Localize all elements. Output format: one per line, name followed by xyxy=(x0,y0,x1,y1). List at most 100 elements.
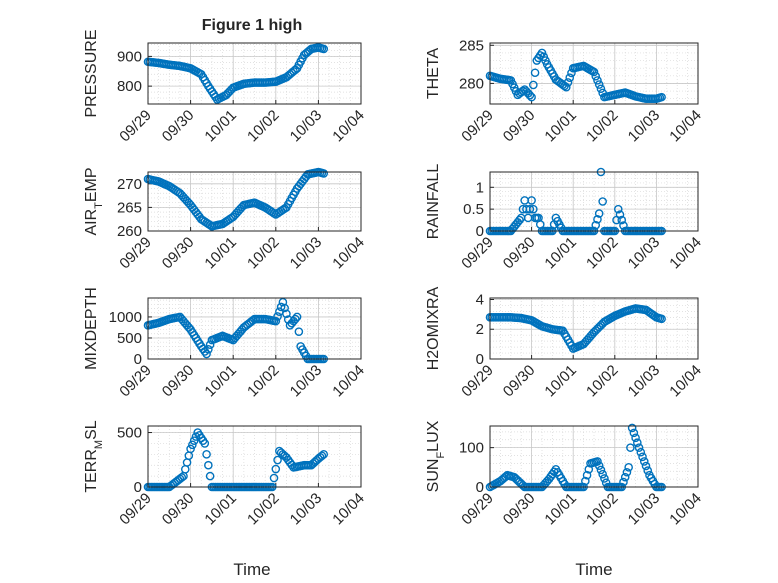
y-tick-label: 1 xyxy=(476,179,484,196)
data-point xyxy=(598,197,607,206)
axes-frame xyxy=(147,297,362,360)
data-point xyxy=(565,73,575,82)
data-point xyxy=(563,78,573,87)
x-tick-label: 10/02 xyxy=(583,490,622,529)
y-tick-label: 1000 xyxy=(109,309,142,326)
x-tick-label: 10/01 xyxy=(201,362,240,401)
x-tick-label: 10/03 xyxy=(287,490,326,529)
data-point xyxy=(639,457,649,466)
data-point xyxy=(291,314,300,324)
data-point xyxy=(622,467,632,477)
data-point xyxy=(633,438,642,448)
x-tick-label: 09/30 xyxy=(159,362,198,401)
data-point xyxy=(584,464,594,474)
x-tick-label: 10/02 xyxy=(583,234,622,273)
y-tick-label: 270 xyxy=(117,176,142,193)
y-tick-label: 100 xyxy=(459,440,484,457)
y-axis-label-2: THETA xyxy=(425,48,442,100)
x-tick-label: 09/30 xyxy=(500,362,539,401)
data-point xyxy=(319,450,329,459)
data-point xyxy=(615,210,625,219)
data-point xyxy=(657,314,666,324)
x-tick-label: 09/30 xyxy=(500,490,539,529)
y-tick-label: 260 xyxy=(117,223,142,240)
axes-frame xyxy=(147,171,362,232)
x-tick-label: 10/04 xyxy=(666,490,705,529)
data-point xyxy=(624,463,633,472)
data-point xyxy=(591,220,601,230)
y-tick-label: 0.5 xyxy=(463,201,484,218)
x-tick-label: 10/02 xyxy=(583,362,622,401)
data-point xyxy=(634,443,644,452)
data-point xyxy=(527,196,536,205)
x-tick-label: 10/03 xyxy=(625,362,664,401)
data-point xyxy=(561,82,571,92)
x-tick-label: 10/04 xyxy=(329,234,368,273)
y-tick-label: 500 xyxy=(117,425,142,442)
axes-frame xyxy=(489,42,699,105)
y-tick-label: 0 xyxy=(476,479,484,496)
data-point xyxy=(591,71,601,81)
data-point xyxy=(582,470,592,480)
x-tick-label: 10/03 xyxy=(625,490,664,529)
data-point xyxy=(593,215,602,224)
data-point xyxy=(186,444,195,454)
data-point xyxy=(529,204,538,214)
data-point xyxy=(273,312,282,321)
subplot-1: 800 900 09/29 09/30 10/01 10/02 10/03 10/04 PRES… xyxy=(83,29,368,145)
x-tick-label: 09/30 xyxy=(159,234,198,273)
x-tick-label: 09/30 xyxy=(500,234,539,273)
x-tick-label: 10/03 xyxy=(625,107,664,146)
data-point xyxy=(613,204,623,214)
data-point xyxy=(269,473,279,483)
data-point xyxy=(188,440,197,450)
data-point xyxy=(317,451,327,461)
y-axis-label-6: H2OMIXRA xyxy=(425,286,442,370)
x-tick-label: 09/30 xyxy=(500,107,539,146)
axes-frame xyxy=(147,42,362,105)
data-point xyxy=(596,84,606,94)
data-point xyxy=(525,204,535,214)
data-point xyxy=(581,476,590,486)
data-point xyxy=(527,92,536,102)
data-point xyxy=(319,169,329,178)
y-tick-label: 4 xyxy=(476,291,484,308)
x-tick-label: 10/01 xyxy=(201,107,240,146)
x-tick-label: 09/30 xyxy=(159,490,198,529)
data-point xyxy=(204,460,213,470)
y-tick-label: 0 xyxy=(476,351,484,368)
x-tick-label: 09/29 xyxy=(458,107,497,146)
y-tick-label: 900 xyxy=(117,48,142,65)
x-tick-label: 10/03 xyxy=(625,234,664,273)
y-tick-label: 0 xyxy=(134,351,142,368)
x-tick-label: 10/02 xyxy=(583,107,622,146)
data-point xyxy=(282,309,291,319)
axes-frame xyxy=(489,171,699,232)
x-tick-label: 10/03 xyxy=(287,362,326,401)
x-tick-label: 10/01 xyxy=(541,490,580,529)
x-tick-label: 10/04 xyxy=(329,107,368,146)
x-tick-label: 10/01 xyxy=(201,490,240,529)
x-tick-label: 10/01 xyxy=(541,234,580,273)
x-tick-label: 10/01 xyxy=(541,107,580,146)
axes-frame xyxy=(489,297,699,360)
data-point xyxy=(657,92,666,102)
x-tick-label: 10/04 xyxy=(666,234,705,273)
data-point xyxy=(594,80,604,89)
data-point xyxy=(204,345,213,354)
data-point xyxy=(636,447,646,457)
x-tick-label: 10/03 xyxy=(287,107,326,146)
data-point xyxy=(276,302,286,312)
data-point xyxy=(515,215,524,225)
x-tick-label: 10/03 xyxy=(287,234,326,273)
data-point xyxy=(638,452,647,462)
x-tick-label: 10/02 xyxy=(244,107,283,146)
y-tick-label: 265 xyxy=(117,199,142,216)
data-point xyxy=(278,297,288,307)
figure-title: Figure 1 high xyxy=(202,17,302,34)
y-tick-label: 280 xyxy=(459,75,484,92)
data-point xyxy=(294,327,304,336)
